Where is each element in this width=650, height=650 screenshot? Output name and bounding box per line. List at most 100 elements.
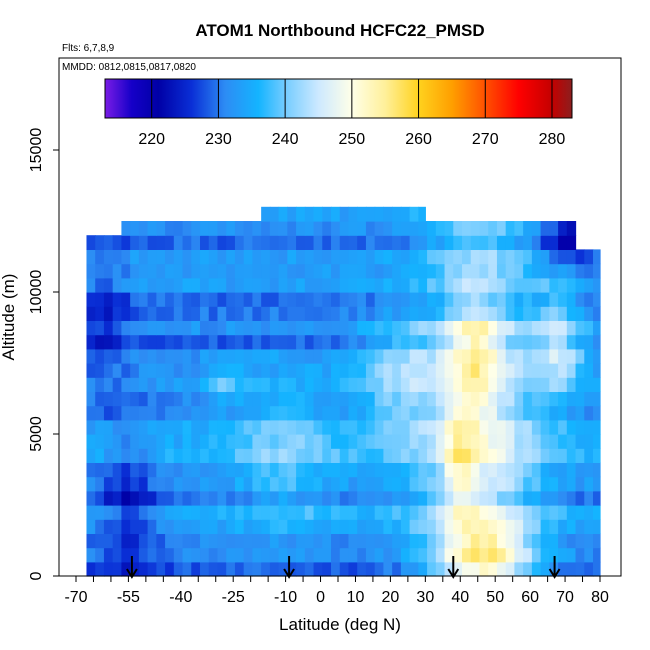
heatmap-cell <box>348 434 358 449</box>
heatmap-cell <box>383 505 393 520</box>
heatmap-cell <box>182 505 192 520</box>
heatmap-cell <box>374 292 385 307</box>
heatmap-cell <box>191 320 201 336</box>
heatmap-cell <box>287 419 297 435</box>
heatmap-cell <box>558 306 568 321</box>
heatmap-cell <box>331 419 341 435</box>
heatmap-cell <box>496 348 507 364</box>
heatmap-cell <box>138 320 149 336</box>
heatmap-cell <box>400 263 411 279</box>
flights-note: Flts: 6,7,8,9 <box>62 43 115 54</box>
heatmap-cell <box>165 277 175 293</box>
heatmap-cell <box>348 377 358 392</box>
heatmap-cell <box>200 277 210 293</box>
heatmap-cell <box>138 419 149 435</box>
heatmap-cell <box>112 277 123 293</box>
heatmap-cell <box>374 561 385 577</box>
heatmap-cell <box>200 292 210 307</box>
heatmap-cell <box>357 334 367 350</box>
heatmap-cell <box>540 277 550 293</box>
heatmap-cell <box>217 547 227 563</box>
heatmap-cell <box>479 334 489 350</box>
heatmap-cell <box>549 221 559 236</box>
heatmap-cell <box>531 547 542 563</box>
heatmap-cell <box>540 334 550 350</box>
heatmap-cell <box>400 434 411 449</box>
heatmap-cell <box>392 348 402 364</box>
heatmap-cell <box>138 462 149 478</box>
heatmap-cell <box>462 533 472 549</box>
heatmap-cell <box>103 320 114 336</box>
heatmap-cell <box>496 334 507 350</box>
heatmap-cell <box>304 221 315 236</box>
heatmap-cell <box>269 235 280 250</box>
heatmap-cell <box>348 292 358 307</box>
heatmap-cell <box>331 533 341 549</box>
heatmap-cell <box>95 363 105 378</box>
heatmap-cell <box>191 263 201 279</box>
heatmap-cell <box>409 292 419 307</box>
heatmap-cell <box>400 363 411 378</box>
heatmap-cell <box>470 519 481 534</box>
heatmap-cell <box>427 292 437 307</box>
heatmap-cell <box>217 391 227 407</box>
heatmap-cell <box>470 533 481 549</box>
heatmap-cell <box>348 547 358 563</box>
heatmap-cell <box>523 533 533 549</box>
heatmap-cell <box>331 235 341 250</box>
heatmap-cell <box>593 377 601 392</box>
heatmap-cell <box>418 490 428 506</box>
heatmap-cell <box>165 391 175 407</box>
heatmap-cell <box>322 405 332 421</box>
heatmap-cell <box>470 505 481 520</box>
heatmap-cell <box>549 334 559 350</box>
heatmap-cell <box>496 249 507 265</box>
heatmap-cell <box>435 249 446 265</box>
heatmap-cell <box>261 249 271 265</box>
heatmap-cell <box>540 377 550 392</box>
heatmap-cell <box>488 249 498 265</box>
heatmap-cell <box>453 462 463 478</box>
heatmap-cell <box>112 292 123 307</box>
heatmap-cell <box>566 561 577 577</box>
heatmap-cell <box>427 235 437 250</box>
heatmap-cell <box>95 405 105 421</box>
heatmap-cell <box>435 348 446 364</box>
heatmap-cell <box>130 519 140 534</box>
heatmap-cell <box>549 263 559 279</box>
heatmap-cell <box>287 221 297 236</box>
heatmap-cell <box>479 348 489 364</box>
heatmap-cell <box>287 377 297 392</box>
heatmap-cell <box>496 405 507 421</box>
heatmap-cell <box>470 320 481 336</box>
heatmap-cell <box>584 391 594 407</box>
heatmap-cell <box>156 377 166 392</box>
heatmap-cell <box>234 391 245 407</box>
sounding-arrow <box>447 556 460 579</box>
heatmap-cell <box>261 533 271 549</box>
heatmap-cell <box>444 476 454 492</box>
heatmap-cell <box>252 434 262 449</box>
heatmap-cell <box>234 277 245 293</box>
heatmap-cell <box>549 448 559 463</box>
heatmap-cell <box>479 263 489 279</box>
heatmap-cell <box>182 263 192 279</box>
heatmap-cell <box>313 320 323 336</box>
heatmap-cell <box>427 249 437 265</box>
heatmap-cell <box>505 320 516 336</box>
heatmap-cell <box>226 363 236 378</box>
heatmap-cell <box>365 277 376 293</box>
heatmap-cell <box>121 363 131 378</box>
heatmap-cell <box>252 334 262 350</box>
heatmap-cell <box>331 547 341 563</box>
x-tick-label: 40 <box>451 589 469 606</box>
heatmap-cell <box>226 434 236 449</box>
heatmap-cell <box>86 391 96 407</box>
heatmap-cell <box>191 363 201 378</box>
heatmap-cell <box>296 476 306 492</box>
heatmap-cell <box>549 547 559 563</box>
heatmap-cell <box>427 547 437 563</box>
heatmap-cell <box>269 533 280 549</box>
heatmap-cell <box>331 434 341 449</box>
heatmap-cell <box>165 292 175 307</box>
